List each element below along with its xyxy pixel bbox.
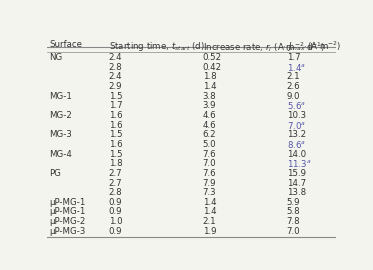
Text: 0.42: 0.42 [203,63,222,72]
Text: 2.1: 2.1 [203,217,216,226]
Text: 1.9: 1.9 [203,227,216,236]
Text: NG: NG [50,53,63,62]
Text: 14.7: 14.7 [286,178,306,187]
Text: 7.9: 7.9 [203,178,216,187]
Text: 2.8: 2.8 [109,188,122,197]
Text: $\it{11.3}$$^{a}$: $\it{11.3}$$^{a}$ [286,158,311,169]
Text: 5.8: 5.8 [286,207,300,217]
Text: MG-2: MG-2 [50,111,72,120]
Text: PG: PG [50,169,62,178]
Text: 9.0: 9.0 [286,92,300,100]
Text: 1.0: 1.0 [109,217,122,226]
Text: 0.52: 0.52 [203,53,222,62]
Text: 0.9: 0.9 [109,227,122,236]
Text: 4.6: 4.6 [203,120,216,130]
Text: 2.4: 2.4 [109,72,122,81]
Text: 15.9: 15.9 [286,169,305,178]
Text: 1.6: 1.6 [109,120,122,130]
Text: 5.0: 5.0 [203,140,216,149]
Text: μP-MG-3: μP-MG-3 [50,227,86,236]
Text: 1.7: 1.7 [286,53,300,62]
Text: Surface: Surface [50,40,82,49]
Text: 13.8: 13.8 [286,188,306,197]
Text: 13.2: 13.2 [286,130,306,139]
Text: 2.8: 2.8 [109,63,122,72]
Text: $\it{5.6}$$^{a}$: $\it{5.6}$$^{a}$ [286,100,305,111]
Text: 1.8: 1.8 [203,72,216,81]
Text: 1.4: 1.4 [203,82,216,91]
Text: Increase rate, $r_i$ (A·m$^{-2}$·d$^{-1}$): Increase rate, $r_i$ (A·m$^{-2}$·d$^{-1}… [203,40,325,53]
Text: 2.9: 2.9 [109,82,122,91]
Text: 4.6: 4.6 [203,111,216,120]
Text: 0.9: 0.9 [109,207,122,217]
Text: 5.9: 5.9 [286,198,300,207]
Text: 10.3: 10.3 [286,111,306,120]
Text: 7.6: 7.6 [203,150,216,158]
Text: 2.6: 2.6 [286,82,300,91]
Text: 2.7: 2.7 [109,178,122,187]
Text: 1.5: 1.5 [109,92,122,100]
Text: $\it{8.6}$$^{a}$: $\it{8.6}$$^{a}$ [286,139,305,150]
Text: 1.4: 1.4 [203,198,216,207]
Text: 2.4: 2.4 [109,53,122,62]
Text: $\it{1.4}$$^{a}$: $\it{1.4}$$^{a}$ [286,62,305,73]
Text: 1.4: 1.4 [203,207,216,217]
Text: 7.0: 7.0 [286,227,300,236]
Text: μP-MG-1: μP-MG-1 [50,207,86,217]
Text: 6.2: 6.2 [203,130,216,139]
Text: MG-3: MG-3 [50,130,72,139]
Text: 1.5: 1.5 [109,150,122,158]
Text: $J_{max}$ (A·m$^{-2}$): $J_{max}$ (A·m$^{-2}$) [286,40,341,54]
Text: 1.7: 1.7 [109,101,122,110]
Text: 1.5: 1.5 [109,130,122,139]
Text: 1.8: 1.8 [109,159,122,168]
Text: μP-MG-2: μP-MG-2 [50,217,86,226]
Text: 7.6: 7.6 [203,169,216,178]
Text: 7.8: 7.8 [286,217,300,226]
Text: 3.9: 3.9 [203,101,216,110]
Text: MG-1: MG-1 [50,92,72,100]
Text: 7.0: 7.0 [203,159,216,168]
Text: Starting time, $t_{start}$ (d): Starting time, $t_{start}$ (d) [109,40,205,53]
Text: 2.7: 2.7 [109,169,122,178]
Text: 14.0: 14.0 [286,150,306,158]
Text: 1.6: 1.6 [109,140,122,149]
Text: $\it{7.0}$$^{a}$: $\it{7.0}$$^{a}$ [286,120,305,130]
Text: μP-MG-1: μP-MG-1 [50,198,86,207]
Text: MG-4: MG-4 [50,150,72,158]
Text: 0.9: 0.9 [109,198,122,207]
Text: 3.8: 3.8 [203,92,216,100]
Text: 7.3: 7.3 [203,188,216,197]
Text: 2.1: 2.1 [286,72,300,81]
Text: 1.6: 1.6 [109,111,122,120]
